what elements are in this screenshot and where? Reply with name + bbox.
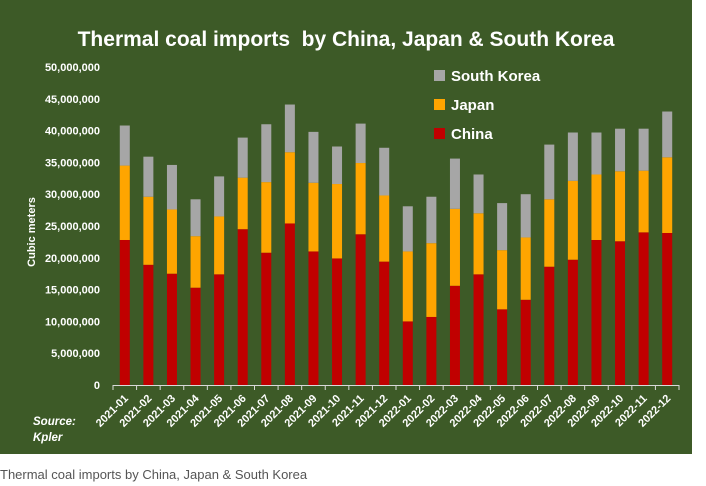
bar-south-korea (119, 125, 130, 166)
y-tick-label: 30,000,000 (45, 189, 100, 201)
bar-south-korea (567, 132, 578, 181)
bar-china (284, 223, 295, 385)
bar-japan (143, 196, 154, 265)
chart-panel: Thermal coal imports by China, Japan & S… (0, 0, 692, 454)
bar-japan (237, 177, 248, 230)
y-tick-label: 45,000,000 (45, 94, 100, 106)
y-tick-label: 35,000,000 (45, 157, 100, 169)
bar-japan (284, 152, 295, 224)
bar-japan (379, 195, 390, 262)
bar-china (567, 259, 578, 385)
bar-japan (544, 199, 555, 267)
bar-china (591, 239, 602, 385)
bar-china (143, 264, 154, 385)
bar-south-korea (214, 176, 225, 217)
y-tick-label: 0 (94, 380, 100, 392)
bar-china (520, 299, 531, 385)
bar-china (214, 274, 225, 385)
bar-south-korea (497, 203, 508, 251)
source-name: Kpler (33, 432, 63, 444)
bar-south-korea (261, 124, 272, 183)
bar-south-korea (166, 164, 177, 210)
y-tick-label: 25,000,000 (45, 221, 100, 233)
bar-china (166, 273, 177, 385)
y-tick-label: 50,000,000 (45, 62, 100, 74)
bar-japan (402, 251, 413, 322)
bar-south-korea (308, 131, 319, 183)
bar-south-korea (379, 147, 390, 196)
bar-japan (473, 213, 484, 275)
legend-label: China (451, 126, 493, 143)
bar-china (237, 229, 248, 385)
bar-japan (638, 170, 649, 233)
bar-japan (426, 243, 437, 317)
bar-south-korea (402, 206, 413, 252)
bar-china (261, 252, 272, 385)
bar-japan (520, 237, 531, 300)
source-label: Source: (33, 416, 76, 428)
y-tick-label: 20,000,000 (45, 253, 100, 265)
bar-south-korea (615, 128, 626, 172)
bar-china (662, 232, 673, 385)
bar-china (308, 251, 319, 385)
bar-china (615, 241, 626, 385)
bar-south-korea (426, 196, 437, 244)
bar-china (190, 287, 201, 385)
bar-japan (308, 182, 319, 252)
bar-china (119, 239, 130, 385)
figure-caption: Thermal coal imports by China, Japan & S… (0, 467, 308, 482)
legend-swatch (434, 128, 445, 139)
y-tick-label: 15,000,000 (45, 285, 100, 297)
bar-south-korea (355, 123, 366, 164)
bar-china (332, 258, 343, 385)
legend-label: Japan (451, 97, 494, 114)
bar-china (497, 309, 508, 385)
bar-china (355, 234, 366, 385)
bar-south-korea (662, 111, 673, 158)
bar-south-korea (449, 158, 460, 209)
bar-south-korea (143, 156, 154, 197)
bar-south-korea (473, 174, 484, 214)
bar-south-korea (591, 132, 602, 175)
y-axis-title: Cubic meters (26, 197, 38, 267)
bar-china (473, 274, 484, 385)
y-tick-label: 5,000,000 (51, 348, 100, 360)
bar-china (426, 316, 437, 385)
bar-japan (190, 236, 201, 288)
bar-japan (119, 165, 130, 240)
bar-japan (567, 180, 578, 260)
legend-swatch (434, 70, 445, 81)
bar-china (379, 261, 390, 385)
bar-japan (591, 174, 602, 240)
bar-japan (261, 182, 272, 253)
legend-label: South Korea (451, 68, 541, 85)
y-tick-label: 40,000,000 (45, 126, 100, 138)
bar-south-korea (284, 104, 295, 153)
bar-south-korea (638, 128, 649, 171)
bar-china (544, 266, 555, 385)
bar-china (449, 285, 460, 385)
bar-japan (332, 184, 343, 259)
bar-chart: 0 5,000,000 10,000,000 15,000,000 20,000,000… (26, 62, 680, 430)
y-tick-label: 10,000,000 (45, 316, 100, 328)
bar-south-korea (190, 199, 201, 237)
bar-japan (166, 209, 177, 274)
bar-japan (355, 163, 366, 235)
legend-swatch (434, 99, 445, 110)
bar-china (402, 321, 413, 385)
source-note: Source: Kpler (33, 414, 76, 446)
bar-china (638, 232, 649, 385)
bar-south-korea (520, 194, 531, 238)
bar-japan (449, 208, 460, 286)
chart-title: Thermal coal imports by China, Japan & S… (77, 28, 615, 51)
bar-south-korea (544, 144, 555, 200)
bar-south-korea (237, 137, 248, 178)
bar-japan (214, 216, 225, 275)
bar-japan (662, 157, 673, 233)
bar-japan (497, 250, 508, 310)
bar-japan (615, 171, 626, 242)
bar-south-korea (332, 146, 343, 185)
